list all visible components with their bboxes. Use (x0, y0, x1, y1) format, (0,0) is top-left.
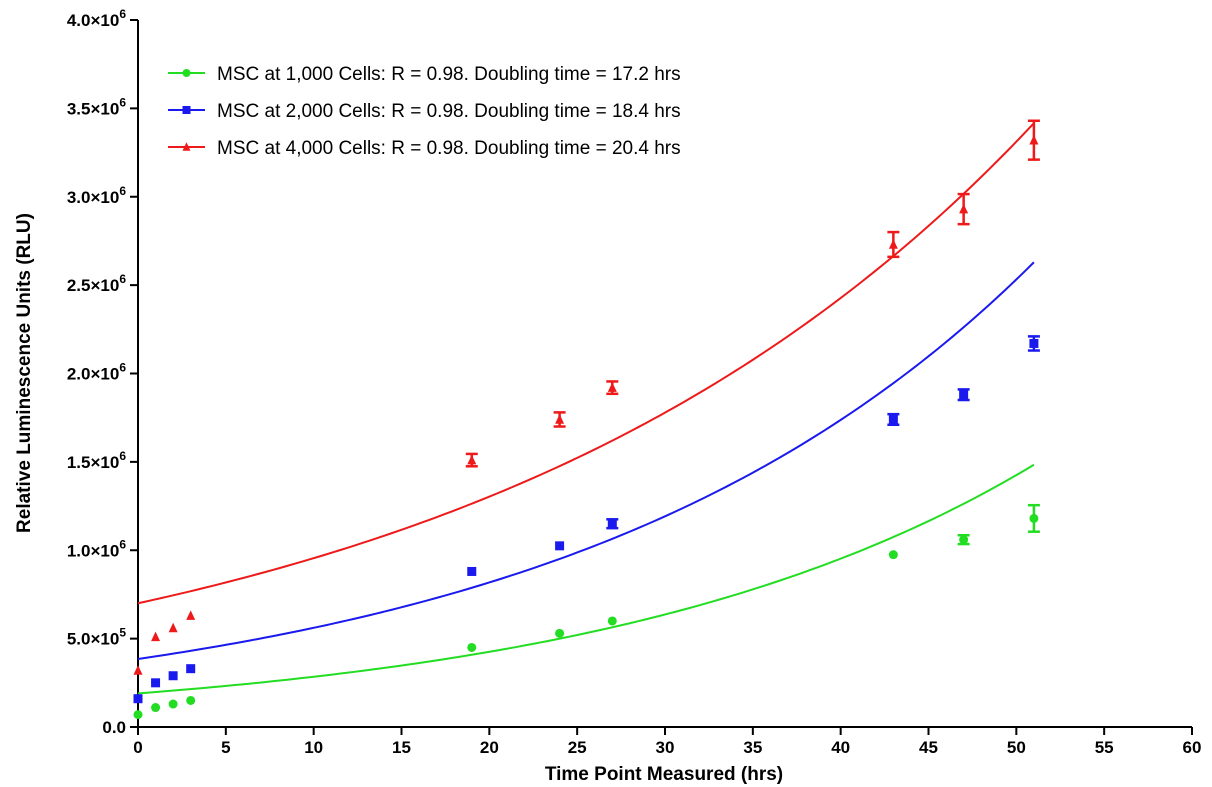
y-tick-label: 0.0 (102, 718, 126, 737)
data-points (133, 134, 1039, 720)
x-tick-label: 55 (1095, 738, 1114, 757)
x-tick-label: 45 (919, 738, 938, 757)
y-tick-label: 2.5×106 (67, 272, 126, 295)
x-tick-label: 10 (304, 738, 323, 757)
data-point (467, 454, 477, 465)
legend-marker (182, 142, 191, 151)
data-point (555, 414, 565, 424)
x-tick-label: 60 (1183, 738, 1202, 757)
y-tick-label: 1.5×106 (67, 449, 126, 472)
data-point (186, 664, 196, 674)
x-tick-label: 0 (133, 738, 142, 757)
data-point (1029, 513, 1039, 523)
x-tick-label: 50 (1007, 738, 1026, 757)
data-point (1029, 338, 1039, 348)
y-tick-label: 5.0×105 (67, 626, 126, 649)
data-point (888, 239, 898, 249)
legend-marker (182, 69, 191, 77)
data-point (959, 390, 969, 400)
data-point (168, 622, 178, 633)
legend-label: MSC at 2,000 Cells: R = 0.98. Doubling t… (217, 101, 681, 122)
data-point (151, 631, 161, 642)
x-axis-title: Time Point Measured (hrs) (545, 764, 783, 785)
data-point (555, 541, 565, 551)
data-point (607, 382, 617, 392)
y-axis-title: Relative Luminescence Units (RLU) (14, 213, 35, 533)
data-point (607, 519, 617, 529)
legend-marker (182, 106, 191, 114)
error-bars (465, 119, 1040, 546)
legend-label: MSC at 4,000 Cells: R = 0.98. Doubling t… (217, 138, 681, 159)
data-point (467, 642, 477, 652)
x-tick-label: 5 (221, 738, 230, 757)
x-tick-label: 25 (568, 738, 587, 757)
data-point (186, 610, 196, 620)
data-point (133, 710, 143, 720)
y-tick-label: 2.0×106 (67, 361, 126, 384)
x-tick-label: 15 (392, 738, 411, 757)
x-tick-label: 20 (480, 738, 499, 757)
fit-curves (137, 122, 1035, 695)
data-point (151, 678, 161, 688)
data-point (888, 550, 898, 560)
fit-curve (137, 122, 1035, 605)
x-tick-label: 30 (656, 738, 675, 757)
legend-label: MSC at 1,000 Cells: R = 0.98. Doubling t… (217, 64, 681, 85)
data-point (959, 535, 969, 545)
data-point (607, 616, 617, 626)
data-point (151, 703, 161, 713)
y-tick-label: 3.0×106 (67, 184, 126, 207)
data-point (467, 566, 477, 576)
y-tick-label: 3.5×106 (67, 95, 126, 118)
data-point (168, 671, 178, 681)
y-tick-label: 1.0×106 (67, 537, 126, 560)
data-point (555, 628, 565, 638)
fit-curve (137, 463, 1035, 695)
data-point (133, 665, 143, 675)
data-point (1029, 134, 1039, 145)
y-tick-label: 4.0×106 (67, 7, 126, 30)
x-tick-label: 40 (831, 738, 850, 757)
data-point (186, 695, 196, 705)
axes: 0 5 10 15 20 25 30 35 40 45 50 55 60 0.0 5.0×105 1.0×10… (67, 7, 1202, 757)
data-point (168, 699, 178, 709)
fit-curve (137, 261, 1035, 660)
data-point (959, 203, 969, 214)
data-point (133, 694, 143, 704)
legend: MSC at 1,000 Cells: R = 0.98. Doubling t… (168, 64, 681, 159)
x-tick-label: 35 (743, 738, 762, 757)
data-point (888, 414, 898, 424)
